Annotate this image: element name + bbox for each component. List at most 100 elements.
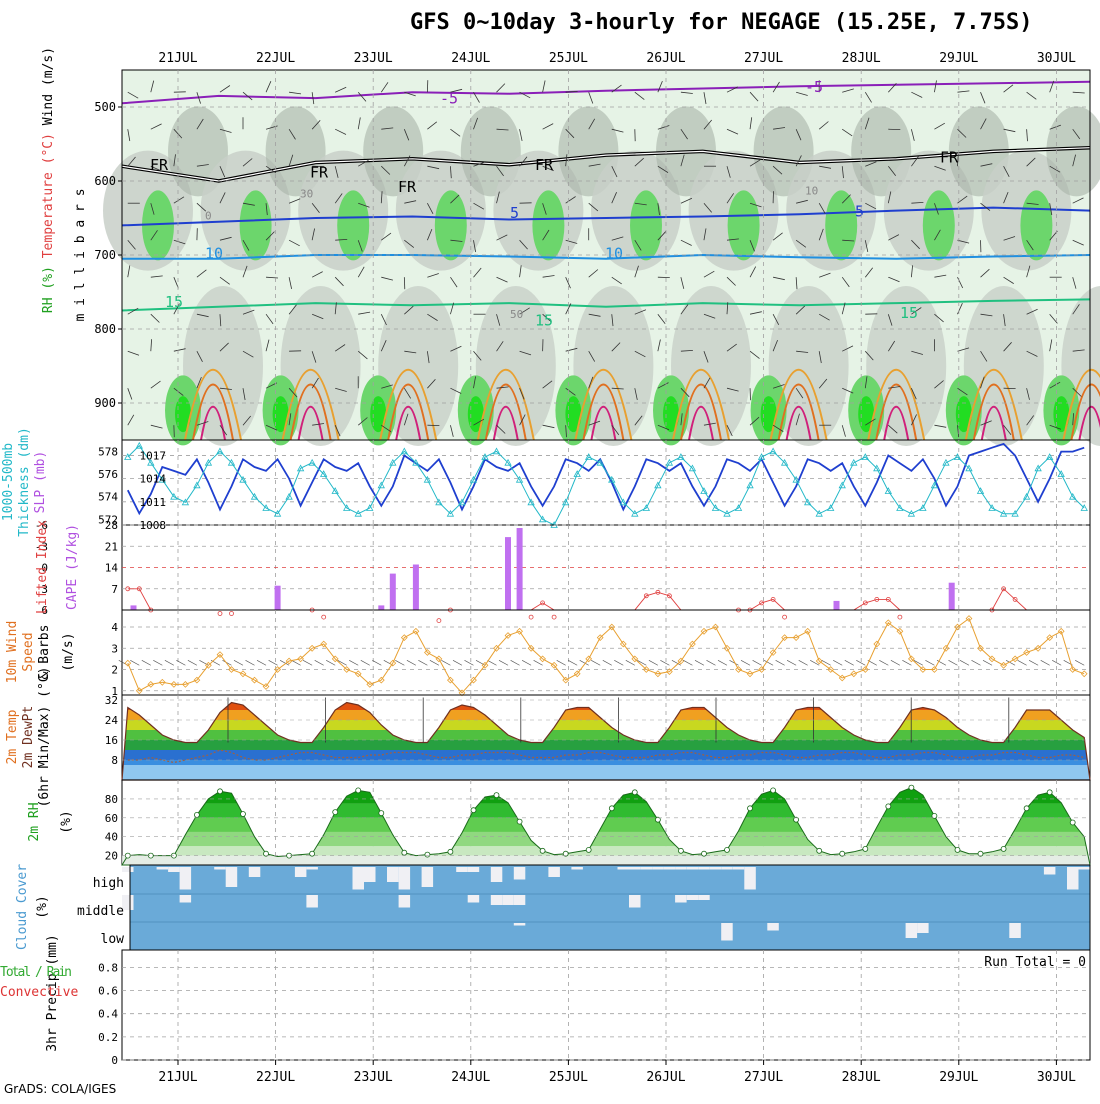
cloud-bar-low: [514, 923, 526, 926]
rh-point: [218, 789, 223, 794]
cape-tick-label: 28: [105, 519, 118, 532]
contour-label: FR: [150, 156, 169, 174]
cape-bar: [834, 601, 840, 610]
cloud-background: [130, 865, 1090, 950]
wind-barb: [372, 660, 381, 665]
wind-barb: [614, 660, 623, 665]
temp-tick-label: 16: [105, 734, 118, 747]
cape-tick-label: 21: [105, 540, 118, 553]
cloud-bar-high: [721, 867, 733, 870]
rh-point: [471, 808, 476, 813]
rh-point: [333, 810, 338, 815]
cape-bar: [505, 537, 511, 610]
cape-bar: [413, 565, 419, 611]
wind-barb: [799, 660, 808, 665]
rh-point: [748, 806, 753, 811]
wind-barb: [142, 660, 151, 665]
cloud-bar-high: [180, 867, 192, 890]
precip-tick-label: 0.2: [98, 1031, 118, 1044]
wind-barb: [130, 660, 139, 665]
rh-point: [1024, 806, 1029, 811]
contour-label: 5: [510, 204, 519, 222]
cloud-bar-high: [629, 867, 641, 870]
wind-tick-label: 2: [111, 664, 118, 677]
rh-point: [955, 847, 960, 852]
lifted-point: [230, 612, 234, 616]
date-label-bottom: 29JUL: [939, 1070, 978, 1085]
date-label-bottom: 21JUL: [158, 1070, 197, 1085]
rh-title-part: 2m RH: [27, 802, 42, 841]
cloud-title-part: Cloud Cover: [15, 864, 30, 950]
wind-barb: [787, 660, 796, 665]
wind-barb: [165, 660, 174, 665]
wind-barb: [856, 660, 865, 665]
wind-barb: [925, 660, 934, 665]
rh-point: [241, 812, 246, 817]
wind-barb: [511, 660, 520, 665]
wind-barb: [303, 660, 312, 665]
lifted-point: [783, 615, 787, 619]
wind-barb: [269, 660, 278, 665]
contour-label: 15: [900, 304, 918, 322]
pressure-tick-label: 500: [94, 100, 116, 114]
contour-label: 10: [205, 245, 223, 263]
cloud-bar-high: [687, 867, 699, 870]
temp-title-part: 2m Temp: [5, 709, 20, 764]
temp-band: [122, 730, 1090, 740]
wind-barb: [465, 660, 474, 665]
cape-tick-label: 14: [105, 562, 119, 575]
date-label-bottom: 28JUL: [842, 1070, 881, 1085]
rh-point: [402, 850, 407, 855]
date-label-top: 21JUL: [158, 51, 197, 66]
wind-barb: [822, 660, 831, 665]
lifted-point: [529, 615, 533, 619]
rh-point: [886, 804, 891, 809]
rh-point: [448, 849, 453, 854]
slp-tick-label: 1017: [140, 449, 167, 462]
rh-tick-label: 40: [105, 831, 118, 844]
date-label-top: 28JUL: [842, 51, 881, 66]
contour-label: FR: [535, 156, 554, 174]
cloud-bar-high: [214, 867, 226, 870]
cloud-bar-high: [306, 867, 318, 870]
wind-barb: [845, 660, 854, 665]
rh-point: [125, 853, 130, 858]
cloud-bar-high: [249, 867, 260, 877]
rh-point: [817, 848, 822, 853]
wind-barb: [223, 660, 232, 665]
thickness-tick-label: 576: [98, 468, 118, 481]
date-label-bottom: 25JUL: [549, 1070, 588, 1085]
rh-point: [517, 819, 522, 824]
rh-point: [632, 790, 637, 795]
cloud-bar-high: [514, 867, 526, 880]
wind-barb: [972, 660, 981, 665]
wind-panel-frame: [122, 610, 1090, 695]
rh-label: 0: [205, 209, 212, 222]
rh-green-area: [240, 190, 272, 260]
wind-barb: [188, 660, 197, 665]
lifted-point: [898, 615, 902, 619]
thickness-line: [128, 446, 1084, 525]
rh-point: [1001, 846, 1006, 851]
wind-barb: [626, 660, 635, 665]
pressure-tick-label: 900: [94, 396, 116, 410]
title-span: RH (%): [41, 258, 56, 313]
wind-barb: [476, 660, 485, 665]
cloud-bar-high: [353, 867, 365, 890]
cloud-bar-high: [641, 867, 653, 870]
wind-barb: [891, 660, 900, 665]
cloud-bar-high: [733, 867, 745, 870]
wind-barb: [326, 660, 335, 665]
wind-title-part: (m/s): [61, 632, 76, 671]
cape-bar: [275, 586, 281, 610]
wind-barb: [695, 660, 704, 665]
wind-barb: [1018, 660, 1027, 665]
wind-barb: [568, 660, 577, 665]
rh-tick-label: 60: [105, 812, 118, 825]
cloud-bar-high: [295, 867, 307, 877]
